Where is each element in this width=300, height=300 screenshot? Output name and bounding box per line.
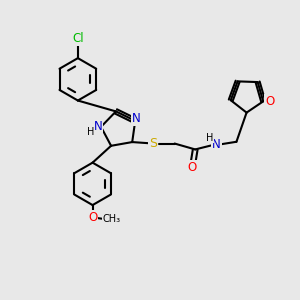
Text: N: N <box>94 120 102 133</box>
Text: O: O <box>188 161 197 174</box>
Text: Cl: Cl <box>72 32 84 46</box>
Text: H: H <box>87 127 94 137</box>
Text: O: O <box>88 211 97 224</box>
Text: N: N <box>212 138 221 151</box>
Text: N: N <box>132 112 141 125</box>
Text: CH₃: CH₃ <box>102 214 120 224</box>
Text: O: O <box>265 95 274 108</box>
Text: H: H <box>206 133 214 143</box>
Text: S: S <box>149 137 158 150</box>
